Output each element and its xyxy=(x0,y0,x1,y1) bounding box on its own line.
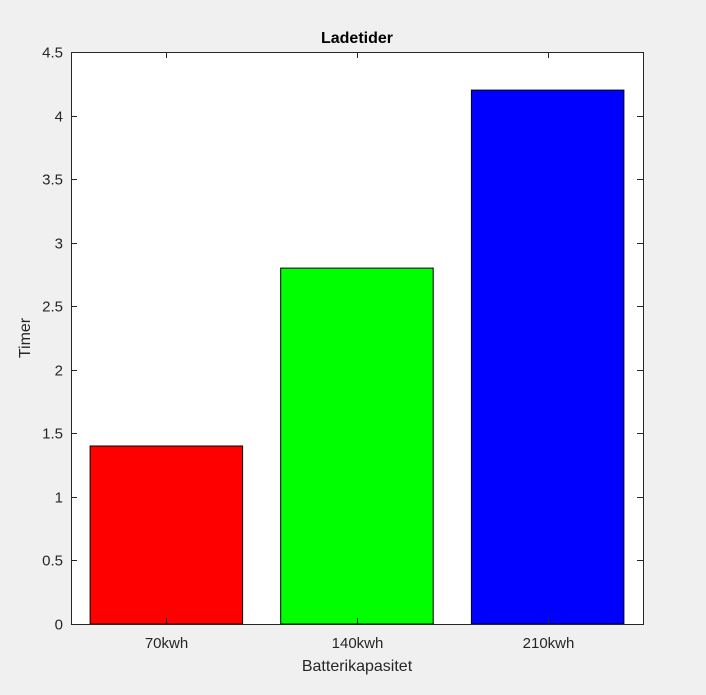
bar-140kwh xyxy=(280,267,434,625)
y-tick-label: 4.5 xyxy=(42,45,63,62)
bar-70kwh xyxy=(89,445,244,625)
bar-210kwh xyxy=(470,89,625,625)
x-axis-label: Batterikapasitet xyxy=(302,658,413,675)
chart-title: Ladetider xyxy=(321,30,393,47)
x-axis-ticks: 70kwh 140kwh 210kwh xyxy=(145,52,575,652)
x-tick-label: 140kwh xyxy=(332,635,384,652)
bars-group xyxy=(89,89,625,625)
x-tick-label: 70kwh xyxy=(145,635,188,652)
y-tick-label: 0.5 xyxy=(42,553,63,570)
y-tick-label: 2 xyxy=(55,363,63,380)
y-tick-label: 4 xyxy=(55,109,63,126)
y-tick-label: 1.5 xyxy=(42,426,63,443)
y-axis-ticks: 0 0.5 1 1.5 2 2.5 3 3.5 4 4.5 xyxy=(42,45,643,634)
y-tick-label: 1 xyxy=(55,490,63,507)
y-axis-label: Timer xyxy=(17,317,34,358)
y-tick-label: 3 xyxy=(55,236,63,253)
y-tick-label: 0 xyxy=(55,617,63,634)
x-tick-label: 210kwh xyxy=(523,635,575,652)
y-tick-label: 2.5 xyxy=(42,299,63,316)
y-tick-label: 3.5 xyxy=(42,172,63,189)
